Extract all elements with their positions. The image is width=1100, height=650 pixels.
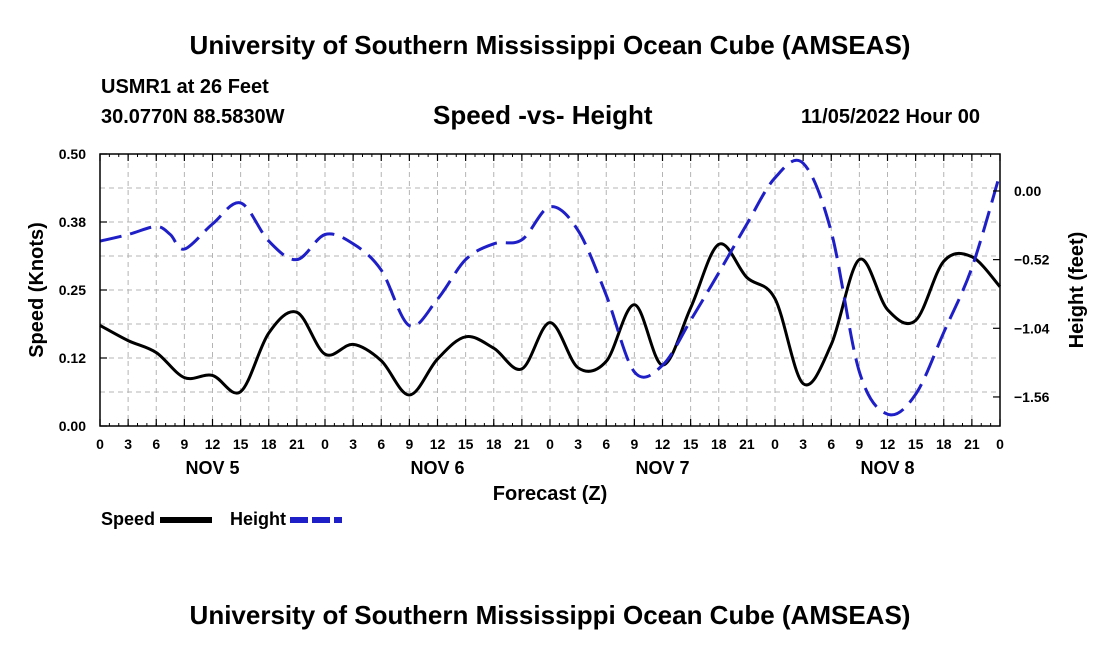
series-line-speed <box>99 242 1002 397</box>
station-label: USMR1 at 26 Feet <box>101 76 269 98</box>
x-axis-label: Forecast (Z) <box>493 483 607 505</box>
x-tick-label: 12 <box>430 436 446 452</box>
y-left-tick-label: 0.12 <box>59 350 86 366</box>
y-right-tick-label: 0.00 <box>1014 183 1041 199</box>
x-tick-label: 6 <box>152 436 160 452</box>
x-tick-label: 3 <box>574 436 582 452</box>
chart-grid <box>100 154 1000 426</box>
chart-axes <box>99 153 1001 427</box>
x-tick-label: 6 <box>602 436 610 452</box>
footer-title: University of Southern Mississippi Ocean… <box>189 600 911 630</box>
x-tick-label: 0 <box>321 436 329 452</box>
day-label: NOV 6 <box>410 458 464 478</box>
y-left-tick-label: 0.38 <box>59 214 86 230</box>
x-tick-label: 12 <box>880 436 896 452</box>
x-tick-label: 3 <box>799 436 807 452</box>
x-tick-label: 0 <box>996 436 1004 452</box>
x-tick-label: 21 <box>289 436 305 452</box>
day-label: NOV 8 <box>860 458 914 478</box>
x-tick-label: 21 <box>514 436 530 452</box>
series-layer <box>99 158 1002 417</box>
page-title: University of Southern Mississippi Ocean… <box>189 30 911 60</box>
x-tick-label: 6 <box>827 436 835 452</box>
x-tick-label: 9 <box>630 436 638 452</box>
x-tick-label: 15 <box>233 436 249 452</box>
day-label: NOV 5 <box>185 458 239 478</box>
x-tick-label: 18 <box>486 436 502 452</box>
forecast-date: 11/05/2022 Hour 00 <box>801 106 981 128</box>
day-label: NOV 7 <box>635 458 689 478</box>
y-right-axis-label: Height (feet) <box>1066 232 1088 349</box>
x-tick-label: 21 <box>964 436 980 452</box>
station-coordinates: 30.0770N 88.5830W <box>101 106 285 128</box>
x-tick-label: 18 <box>711 436 727 452</box>
x-tick-label: 9 <box>855 436 863 452</box>
x-tick-label: 6 <box>377 436 385 452</box>
y-right-tick-label: −1.56 <box>1014 389 1050 405</box>
series-line-height <box>99 158 1002 417</box>
x-tick-label: 9 <box>405 436 413 452</box>
x-tick-label: 12 <box>205 436 221 452</box>
y-left-axis-label: Speed (Knots) <box>26 222 48 358</box>
y-right-tick-label: −1.04 <box>1014 320 1050 336</box>
x-tick-label: 0 <box>96 436 104 452</box>
y-left-tick-label: 0.00 <box>59 418 86 434</box>
y-left-tick-label: 0.25 <box>59 282 86 298</box>
x-tick-label: 15 <box>458 436 474 452</box>
legend-label-speed: Speed <box>101 509 155 529</box>
x-tick-label: 12 <box>655 436 671 452</box>
x-tick-label: 18 <box>936 436 952 452</box>
chart-labels: 0 3 6 9 12 15 18 21 0 3 6 9 12 15 18 21 0 3 6 9 12 15 18 21 0 3 6 9… <box>26 146 1088 505</box>
x-tick-label: 3 <box>124 436 132 452</box>
chart-legend: Speed Height <box>101 509 342 529</box>
chart-title: Speed -vs- Height <box>433 100 653 130</box>
x-tick-label: 9 <box>180 436 188 452</box>
x-tick-label: 15 <box>908 436 924 452</box>
x-tick-label: 15 <box>683 436 699 452</box>
x-tick-label: 0 <box>546 436 554 452</box>
x-tick-label: 18 <box>261 436 277 452</box>
x-tick-label: 21 <box>739 436 755 452</box>
x-tick-label: 0 <box>771 436 779 452</box>
y-right-tick-label: −0.52 <box>1014 252 1050 268</box>
x-tick-label: 3 <box>349 436 357 452</box>
y-left-tick-label: 0.50 <box>59 146 86 162</box>
legend-label-height: Height <box>230 509 286 529</box>
